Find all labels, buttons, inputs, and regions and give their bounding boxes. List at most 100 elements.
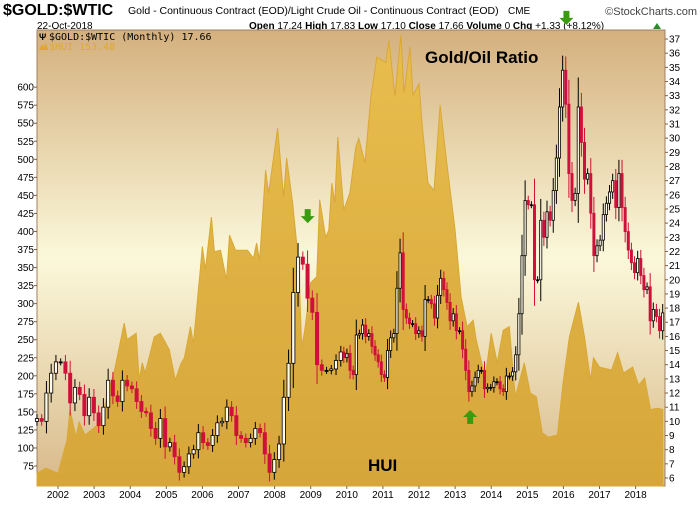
candle-body: [595, 245, 599, 257]
candle-body: [229, 406, 234, 417]
candle-body: [72, 386, 77, 404]
right-tick-label: 11: [669, 403, 680, 414]
ratio-candle: [548, 205, 552, 227]
candle-body: [548, 211, 552, 221]
ratio-candle: [172, 434, 177, 465]
candle-body: [300, 256, 305, 265]
arrow-annotations-layer: [300, 10, 574, 425]
candle-body: [370, 333, 374, 347]
candle-body: [461, 330, 465, 350]
ratio-candle: [382, 370, 386, 382]
ratio-candle: [639, 249, 643, 285]
ratio-candle: [623, 196, 627, 243]
candle-body: [626, 231, 630, 251]
quote-line: Open 17.24 High 17.83 Low 17.10 Close 17…: [249, 21, 604, 32]
candle-body: [220, 420, 225, 424]
candle-body: [361, 324, 365, 334]
ratio-candles-layer: [34, 55, 665, 482]
x-tick-label: 2005: [155, 490, 178, 500]
ratio-candle: [426, 296, 430, 304]
right-tick-label: 18: [669, 304, 681, 315]
candle-body: [482, 369, 486, 390]
right-tick-label: 13: [669, 374, 681, 385]
ratio-candle: [234, 406, 239, 446]
ratio-candle: [626, 222, 630, 260]
ratio-candle: [614, 169, 618, 220]
ratio-candle: [645, 282, 649, 295]
ratio-candle: [44, 381, 49, 434]
legend-hui-area-icon: [39, 43, 48, 50]
candle-body: [148, 412, 153, 429]
candle-body: [651, 309, 655, 322]
left-tick-label: 175: [17, 389, 34, 400]
candle-body: [467, 369, 471, 393]
ratio-candle: [542, 211, 546, 246]
ratio-candle: [451, 308, 455, 327]
ratio-candle: [554, 144, 558, 204]
right-tick-label: 31: [669, 120, 681, 131]
candle-body: [633, 262, 637, 274]
right-tick-label: 19: [669, 289, 681, 300]
candle-body: [364, 324, 368, 337]
ratio-candle: [470, 380, 474, 397]
right-tick-label: 15: [669, 346, 681, 357]
candle-body: [376, 354, 380, 363]
candle-body: [382, 374, 386, 378]
candle-body: [608, 191, 612, 204]
candle-body: [432, 303, 436, 319]
candle-body: [277, 443, 282, 460]
x-tick-label: 2011: [372, 490, 394, 500]
candle-body: [498, 381, 502, 390]
x-tick-label: 2014: [480, 490, 503, 500]
candle-body: [215, 422, 220, 436]
candle-body: [144, 411, 149, 414]
right-tick-label: 10: [669, 417, 681, 428]
ratio-candle: [573, 187, 577, 207]
candle-body: [520, 255, 524, 315]
ratio-candle: [39, 414, 44, 426]
candle-body: [389, 337, 393, 351]
ratio-candle: [411, 320, 415, 328]
candle-body: [91, 396, 96, 414]
candle-body: [436, 294, 440, 319]
left-tick-label: 75: [23, 462, 35, 473]
ratio-title-annotation: Gold/Oil Ratio: [425, 48, 538, 67]
x-tick-label: 2008: [263, 490, 286, 500]
right-tick-label: 36: [669, 49, 681, 60]
right-tick-label: 9: [669, 431, 675, 442]
right-tick-label: 27: [669, 176, 681, 187]
candle-body: [398, 252, 402, 289]
candle-body: [526, 200, 530, 206]
right-tick-label: 20: [669, 275, 681, 286]
ratio-candle: [414, 317, 418, 341]
candle-body: [234, 415, 239, 436]
close-label: Close: [409, 21, 437, 32]
ratio-candle: [570, 161, 574, 213]
ratio-candle: [129, 381, 134, 394]
right-tick-label: 35: [669, 63, 681, 74]
candle-body: [479, 369, 483, 372]
left-tick-label: 200: [17, 371, 34, 382]
candle-body: [445, 289, 449, 303]
candle-body: [658, 316, 662, 332]
ratio-candle: [348, 344, 352, 380]
candle-body: [623, 207, 627, 233]
ratio-candle: [654, 303, 658, 323]
candle-body: [551, 190, 555, 221]
candle-body: [319, 364, 324, 371]
candle-body: [604, 202, 608, 216]
candle-body: [401, 252, 405, 310]
candle-body: [139, 401, 144, 412]
ratio-candle: [281, 379, 286, 462]
left-tick-label: 100: [17, 443, 34, 454]
ratio-candle: [533, 178, 536, 306]
candle-body: [345, 352, 349, 359]
right-tick-label: 22: [669, 247, 681, 258]
left-tick-label: 250: [17, 335, 34, 346]
ratio-candle: [329, 365, 334, 375]
candle-body: [63, 361, 68, 374]
ratio-candle: [457, 327, 461, 335]
candle-body: [163, 418, 168, 448]
right-tick-label: 37: [669, 35, 681, 46]
candle-body: [442, 277, 446, 291]
